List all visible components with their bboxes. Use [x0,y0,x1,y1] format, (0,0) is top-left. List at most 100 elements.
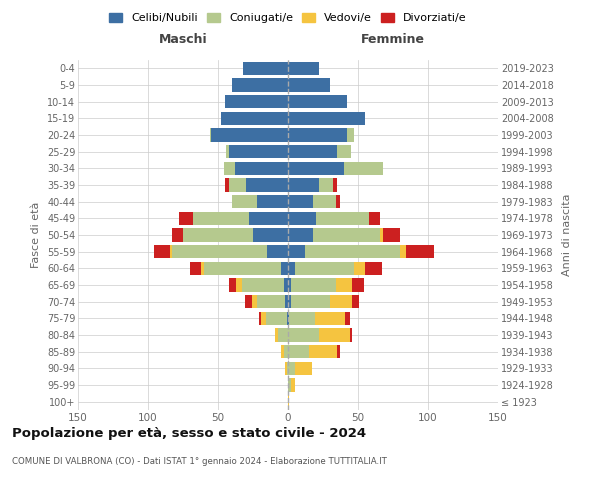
Bar [288,112,365,125]
Bar [288,395,289,408]
Bar [350,328,352,342]
Bar [235,162,288,175]
Bar [257,195,288,208]
Bar [291,278,335,291]
Bar [313,228,380,241]
Bar [201,262,204,275]
Bar [369,212,380,225]
Bar [179,212,193,225]
Legend: Celibi/Nubili, Coniugati/e, Vedovi/e, Divorziati/e: Celibi/Nubili, Coniugati/e, Vedovi/e, Di… [107,10,469,26]
Bar [309,345,337,358]
Bar [305,245,400,258]
Bar [295,362,312,375]
Bar [281,345,284,358]
Bar [190,262,201,275]
Bar [172,228,183,241]
Bar [251,295,257,308]
Bar [288,228,313,241]
Bar [288,162,344,175]
Bar [288,378,291,392]
Bar [285,362,287,375]
Bar [275,328,278,342]
Bar [352,278,364,291]
Text: Popolazione per età, sesso e stato civile - 2024: Popolazione per età, sesso e stato civil… [12,428,366,440]
Text: COMUNE DI VALBRONA (CO) - Dati ISTAT 1° gennaio 2024 - Elaborazione TUTTITALIA.I: COMUNE DI VALBRONA (CO) - Dati ISTAT 1° … [12,458,387,466]
Bar [236,278,242,291]
Text: Maschi: Maschi [158,33,208,46]
Bar [288,62,319,75]
Bar [278,328,288,342]
Bar [289,312,314,325]
Bar [287,312,288,325]
Bar [288,345,309,358]
Bar [257,295,285,308]
Bar [242,278,284,291]
Bar [288,278,291,291]
Bar [285,295,288,308]
Bar [337,345,340,358]
Bar [333,178,337,192]
Bar [337,145,351,158]
Bar [380,228,383,241]
Bar [281,262,288,275]
Bar [225,178,229,192]
Bar [221,112,288,125]
Bar [288,245,305,258]
Bar [288,78,330,92]
Bar [204,262,281,275]
Bar [287,362,288,375]
Bar [224,162,235,175]
Bar [335,278,352,291]
Bar [284,278,288,291]
Text: Femmine: Femmine [361,33,425,46]
Bar [288,312,289,325]
Bar [288,178,319,192]
Y-axis label: Anni di nascita: Anni di nascita [562,194,572,276]
Bar [288,195,313,208]
Bar [211,128,288,141]
Y-axis label: Fasce di età: Fasce di età [31,202,41,268]
Bar [172,245,267,258]
Bar [354,262,365,275]
Bar [291,295,330,308]
Bar [262,312,266,325]
Bar [330,295,352,308]
Bar [406,245,434,258]
Bar [284,345,288,358]
Bar [314,312,346,325]
Bar [170,245,172,258]
Bar [229,178,246,192]
Bar [291,378,295,392]
Bar [335,195,340,208]
Bar [288,145,337,158]
Bar [316,212,369,225]
Bar [352,295,359,308]
Bar [259,312,262,325]
Bar [319,328,350,342]
Bar [209,128,211,141]
Bar [226,145,229,158]
Bar [365,262,382,275]
Bar [229,278,236,291]
Bar [288,212,316,225]
Bar [288,362,295,375]
Bar [319,178,333,192]
Bar [232,78,288,92]
Bar [344,162,383,175]
Bar [225,95,288,108]
Bar [267,245,288,258]
Bar [183,228,253,241]
Bar [193,212,249,225]
Bar [383,228,400,241]
Bar [288,95,347,108]
Bar [400,245,406,258]
Bar [243,62,288,75]
Bar [295,262,354,275]
Bar [347,128,354,141]
Bar [288,128,347,141]
Bar [154,245,170,258]
Bar [249,212,288,225]
Bar [245,295,251,308]
Bar [288,295,291,308]
Bar [313,195,335,208]
